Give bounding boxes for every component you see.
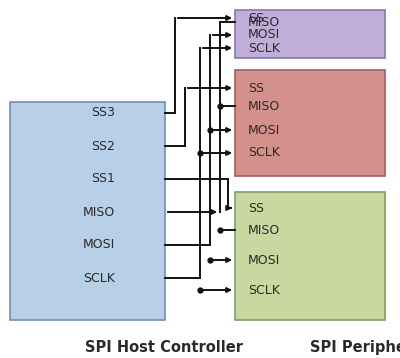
Text: MISO: MISO <box>83 205 115 218</box>
Text: MISO: MISO <box>248 223 280 237</box>
Bar <box>235 192 385 320</box>
Text: MISO: MISO <box>248 15 280 29</box>
Bar <box>235 70 385 176</box>
Bar <box>10 102 165 320</box>
Text: SCLK: SCLK <box>83 271 115 285</box>
Bar <box>235 10 385 58</box>
Text: SCLK: SCLK <box>248 42 280 54</box>
Text: SS: SS <box>248 82 264 95</box>
Text: MOSI: MOSI <box>248 253 280 266</box>
Text: SS3: SS3 <box>91 106 115 120</box>
Text: SS1: SS1 <box>91 173 115 185</box>
Text: SS2: SS2 <box>91 140 115 153</box>
Text: SPI Peripherals: SPI Peripherals <box>310 340 400 355</box>
Text: MISO: MISO <box>248 100 280 112</box>
Text: MOSI: MOSI <box>83 238 115 252</box>
Text: SS: SS <box>248 202 264 214</box>
Text: SPI Host Controller: SPI Host Controller <box>85 340 243 355</box>
Text: MOSI: MOSI <box>248 29 280 42</box>
Text: SCLK: SCLK <box>248 146 280 160</box>
Text: SCLK: SCLK <box>248 284 280 296</box>
Text: SS: SS <box>248 11 264 24</box>
Text: MOSI: MOSI <box>248 124 280 136</box>
